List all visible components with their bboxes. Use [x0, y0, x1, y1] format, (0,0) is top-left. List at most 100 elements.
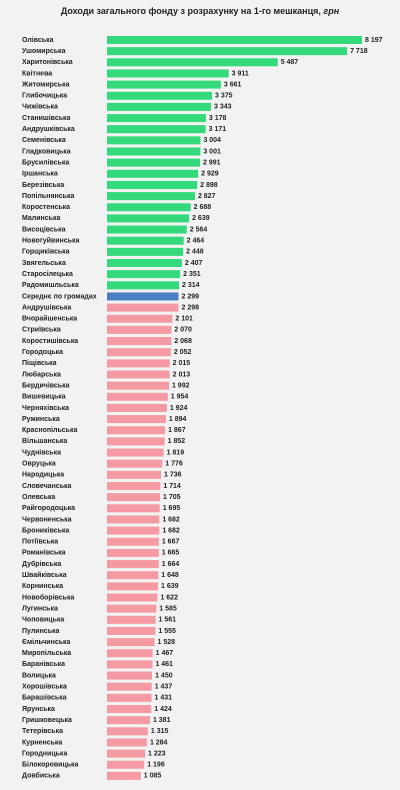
bar [107, 493, 161, 502]
category-label: Ярунська [22, 706, 55, 713]
bar [107, 448, 164, 457]
category-label: Звягельська [22, 260, 66, 267]
value-label: 1 622 [160, 594, 178, 601]
category-label: Городоцька [22, 349, 63, 356]
bar [107, 58, 278, 67]
bar [107, 560, 159, 569]
value-label: 1 894 [169, 416, 187, 423]
value-label: 1 819 [167, 449, 185, 456]
bar [107, 403, 167, 412]
bar [107, 437, 165, 446]
value-label: 1 381 [153, 717, 171, 724]
category-label: Волицька [22, 672, 56, 679]
bar [107, 259, 182, 267]
category-label: Швайківська [22, 571, 67, 579]
bar [107, 381, 169, 390]
category-label: Корнинська [22, 583, 63, 590]
bar [107, 303, 179, 312]
category-label: Брусилівська [22, 158, 69, 166]
category-label: Коростенська [22, 204, 70, 211]
bar [107, 192, 195, 201]
value-label: 1 665 [162, 550, 180, 557]
bar [107, 749, 146, 758]
category-label: Чоповицька [22, 617, 64, 624]
value-label: 2 688 [194, 204, 212, 211]
value-label: 1 431 [155, 695, 173, 702]
value-label: 1 992 [172, 382, 190, 389]
bar [107, 203, 191, 212]
value-label: 1 682 [162, 516, 180, 523]
category-label: Народицька [22, 472, 64, 479]
category-label: Харитонівська [22, 58, 73, 66]
bar [107, 526, 160, 535]
category-label: Пулинська [22, 628, 60, 635]
category-label: Новоборівська [22, 593, 74, 601]
category-label: Ружинська [22, 416, 60, 423]
value-label: 1 561 [159, 617, 177, 624]
category-label: Баранівська [22, 660, 65, 668]
category-label: Лугинська [22, 605, 58, 612]
bar [107, 415, 166, 424]
bar [107, 69, 229, 78]
value-label: 1 223 [148, 750, 166, 757]
category-label: Попільнянська [22, 192, 74, 200]
category-label: Ушомирська [22, 48, 66, 55]
bar [107, 515, 160, 524]
value-label: 1 424 [154, 706, 172, 713]
category-label: Краснопільська [22, 426, 77, 434]
value-label: 1 852 [168, 438, 186, 445]
value-label: 2 407 [185, 260, 203, 267]
value-label: 2 052 [174, 349, 192, 356]
value-label: 3 343 [214, 104, 232, 111]
category-label: Дубрівська [22, 560, 61, 568]
value-label: 5 487 [281, 59, 299, 66]
value-label: 1 648 [161, 572, 179, 579]
bar [107, 47, 348, 56]
value-label: 2 298 [181, 304, 199, 311]
value-label: 2 068 [174, 338, 192, 345]
value-label: 1 528 [158, 639, 176, 646]
bar [107, 626, 156, 635]
bar [107, 370, 170, 379]
category-label: Романівська [22, 549, 66, 557]
category-label: Словечанська [22, 483, 72, 490]
bar [107, 337, 172, 346]
bar [107, 147, 201, 156]
value-label: 1 284 [150, 739, 168, 746]
bar [107, 771, 141, 780]
value-label: 1 682 [162, 527, 180, 534]
value-label: 2 827 [198, 193, 216, 200]
bar [107, 470, 162, 479]
bar [107, 638, 155, 647]
category-label: Хорошівська [22, 683, 67, 691]
bar [107, 80, 221, 89]
value-label: 3 001 [203, 148, 221, 155]
bar [107, 660, 153, 669]
bar [107, 247, 184, 256]
category-label: Старосілецька [22, 270, 73, 278]
category-label: Овруцька [22, 461, 56, 468]
value-label: 3 004 [203, 137, 221, 144]
bar [107, 649, 153, 658]
category-label: Тетерівська [22, 727, 63, 735]
value-label: 2 013 [173, 371, 191, 378]
category-label: Вишевицька [22, 394, 66, 401]
bar [107, 102, 211, 111]
category-label: Вільшанська [22, 437, 67, 445]
value-label: 2 015 [173, 360, 191, 367]
bar [107, 225, 187, 234]
category-label: Олівська [22, 36, 54, 44]
value-label: 2 991 [203, 159, 221, 166]
value-label: 2 564 [190, 226, 208, 233]
category-label: Любарська [22, 370, 61, 378]
bar [107, 482, 161, 490]
bar [107, 760, 145, 769]
value-label: 3 661 [224, 81, 242, 88]
value-label: 1 954 [171, 394, 189, 401]
value-label: 2 448 [186, 249, 204, 256]
value-label: 1 315 [151, 728, 169, 735]
value-label: 3 178 [209, 115, 227, 122]
value-label: 3 911 [232, 70, 249, 77]
value-label: 7 718 [350, 48, 368, 55]
